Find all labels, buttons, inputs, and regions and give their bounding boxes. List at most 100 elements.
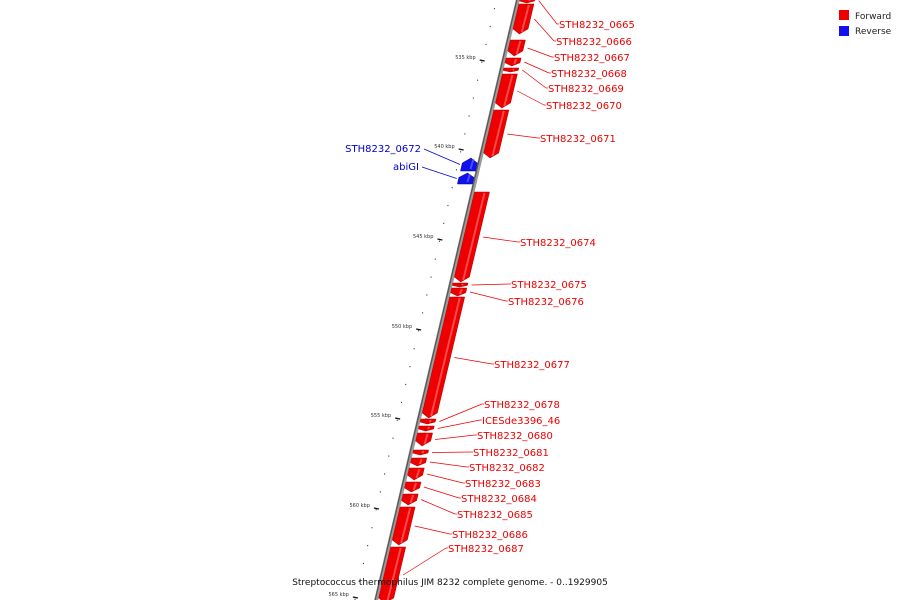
legend-forward-label: Forward <box>855 12 891 22</box>
minor-tick <box>362 562 364 565</box>
label-connector <box>469 291 507 302</box>
minor-tick <box>477 79 479 81</box>
gene-label[interactable]: STH8232_0665 <box>559 20 635 31</box>
gene-arrow-sth8232_0687[interactable] <box>378 546 407 600</box>
label-connector <box>538 0 558 25</box>
label-connector <box>426 473 464 484</box>
gene-highlight <box>412 482 417 491</box>
gene-arrow-sth8232_0667[interactable] <box>507 39 526 57</box>
minor-tick <box>417 330 419 332</box>
gene-label[interactable]: STH8232_0674 <box>520 238 596 249</box>
minor-tick <box>379 491 381 493</box>
gene-label[interactable]: STH8232_0670 <box>546 101 622 112</box>
gene-arrow-sth8232_0680[interactable] <box>415 432 433 447</box>
gene-arrow-icesde3396_46[interactable] <box>418 425 435 432</box>
minor-tick <box>443 222 445 224</box>
label-connector <box>454 357 493 365</box>
gene-label[interactable]: abiGI <box>393 162 419 173</box>
label-connector <box>402 547 447 576</box>
tick-label: 545 kbp <box>413 234 433 240</box>
gene-label[interactable]: STH8232_0668 <box>551 69 627 80</box>
minor-tick <box>388 455 390 457</box>
minor-tick <box>493 8 495 10</box>
gene-arrow-sth8232_0675[interactable] <box>452 282 469 288</box>
gene-highlight <box>421 450 425 454</box>
gene-arrow-sth8232_0686[interactable] <box>392 506 416 546</box>
gene-arrow-sth8232_0676[interactable] <box>450 287 468 297</box>
legend: Forward Reverse <box>839 10 892 37</box>
gene-label[interactable]: STH8232_0683 <box>465 479 541 490</box>
minor-tick <box>430 276 432 278</box>
gene-highlight <box>491 110 505 157</box>
gene-arrow-sth8232_0670[interactable] <box>495 73 518 109</box>
gene-label[interactable]: STH8232_0676 <box>508 297 584 308</box>
gene-arrow-sth8232_0685[interactable] <box>401 493 419 506</box>
label-connector <box>431 451 472 453</box>
minor-tick <box>367 545 369 547</box>
gene-highlight <box>469 158 475 170</box>
minor-tick <box>447 204 449 207</box>
gene-highlight <box>418 458 423 465</box>
backbone-layer <box>374 0 520 600</box>
minor-tick <box>485 43 487 45</box>
minor-tick <box>481 61 483 63</box>
major-tick <box>395 417 401 420</box>
gene-arrow-sth8232_0677[interactable] <box>422 296 466 419</box>
gene-highlight <box>400 507 412 544</box>
gene-arrow-sth8232_0668[interactable] <box>504 57 522 67</box>
gene-label[interactable]: STH8232_0678 <box>484 400 560 411</box>
gene-label[interactable]: STH8232_0671 <box>540 134 616 145</box>
gene-highlight <box>415 468 421 479</box>
gene-label[interactable]: STH8232_0677 <box>494 360 570 371</box>
gene-label[interactable]: STH8232_0669 <box>548 84 624 95</box>
gene-label[interactable]: STH8232_0687 <box>448 544 524 555</box>
gene-highlight <box>461 283 464 286</box>
gene-arrow-sth8232_0665[interactable] <box>519 0 536 4</box>
gene-label[interactable]: ICESde3396_46 <box>482 416 560 427</box>
gene-arrow-abigi[interactable] <box>457 172 475 185</box>
major-tick <box>479 59 485 62</box>
minor-tick <box>375 509 377 511</box>
gene-label[interactable]: STH8232_0666 <box>556 37 632 48</box>
tick-label: 560 kbp <box>350 503 370 509</box>
gene-arrow-sth8232_0678[interactable] <box>419 418 437 425</box>
gene-highlight <box>528 0 531 2</box>
label-connector <box>482 236 519 243</box>
gene-arrow-sth8232_0669[interactable] <box>502 67 520 73</box>
gene-label[interactable]: STH8232_0681 <box>473 448 549 459</box>
gene-label[interactable]: STH8232_0672 <box>345 144 421 155</box>
minor-tick <box>358 580 360 582</box>
gene-label[interactable]: STH8232_0685 <box>457 510 533 521</box>
gene-label[interactable]: STH8232_0675 <box>511 280 587 291</box>
gene-label[interactable]: STH8232_0682 <box>469 463 545 474</box>
minor-tick <box>464 133 466 135</box>
label-connector <box>435 434 476 440</box>
label-connector <box>437 419 481 429</box>
gene-arrow-sth8232_0684[interactable] <box>404 481 422 493</box>
gene-arrow-sth8232_0683[interactable] <box>407 467 425 481</box>
gene-arrow-sth8232_0674[interactable] <box>454 191 490 283</box>
gene-label[interactable]: STH8232_0680 <box>477 431 553 442</box>
tick-label: 565 kbp <box>328 592 348 598</box>
tick-label: 535 kbp <box>455 55 475 61</box>
minor-tick <box>392 437 394 439</box>
gene-arrow-sth8232_0671[interactable] <box>483 109 510 159</box>
label-connector <box>423 148 461 165</box>
label-connector <box>507 133 539 139</box>
minor-tick <box>354 598 356 600</box>
minor-tick <box>409 366 411 368</box>
gene-arrow-sth8232_0682[interactable] <box>410 457 428 467</box>
gene-arrow-sth8232_0666[interactable] <box>512 3 535 35</box>
gene-label[interactable]: STH8232_0686 <box>452 530 528 541</box>
minor-tick <box>434 258 436 260</box>
minor-tick <box>451 187 453 189</box>
gene-highlight <box>386 547 402 600</box>
legend-forward-swatch <box>839 10 849 20</box>
gene-label[interactable]: STH8232_0684 <box>461 494 537 505</box>
gene-arrow-sth8232_0672[interactable] <box>460 157 478 172</box>
gene-label[interactable]: STH8232_0667 <box>554 53 630 64</box>
minor-tick <box>489 25 491 28</box>
gene-arrow-sth8232_0681[interactable] <box>412 449 429 456</box>
gene-highlight <box>512 68 515 71</box>
